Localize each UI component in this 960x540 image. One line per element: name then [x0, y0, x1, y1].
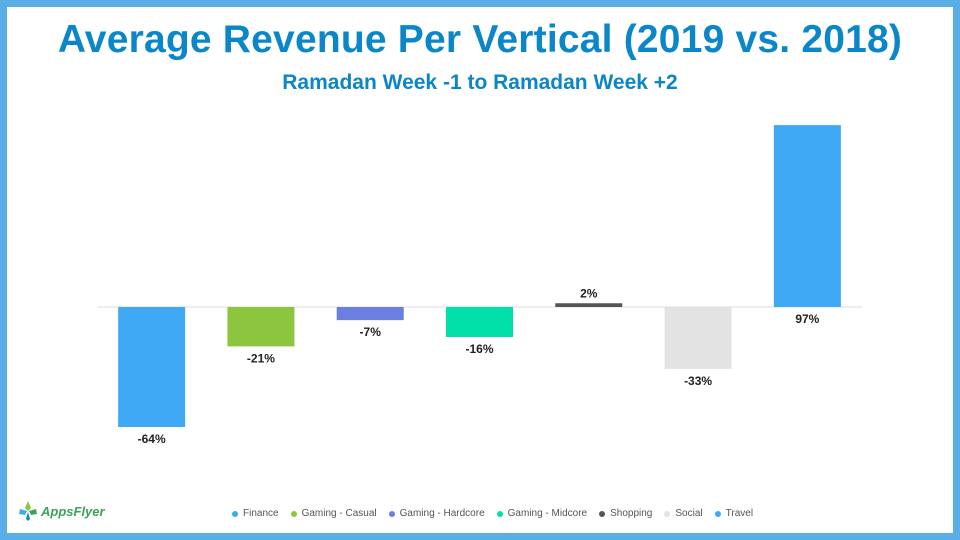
- legend-item: Shopping: [599, 508, 652, 519]
- legend-swatch: [290, 510, 297, 517]
- legend-item: Gaming - Midcore: [496, 508, 588, 519]
- data-label-gaming-hardcore: -7%: [360, 325, 382, 339]
- legend-label: Finance: [243, 508, 279, 519]
- legend-item: Finance: [232, 508, 279, 519]
- legend-swatch: [664, 510, 671, 517]
- bar-shopping: [555, 303, 623, 307]
- chart-title: Average Revenue Per Vertical (2019 vs. 2…: [57, 18, 903, 61]
- bar-finance: [118, 307, 186, 427]
- legend-item: Travel: [714, 508, 754, 519]
- legend-label: Gaming - Midcore: [507, 508, 588, 519]
- chart-legend: Finance Gaming - Casual Gaming - Hardcore G…: [232, 508, 753, 519]
- data-label-finance: -64%: [138, 432, 166, 446]
- bar-travel: [773, 125, 841, 307]
- bar-gaming-casual: [227, 307, 295, 347]
- legend-swatch: [232, 510, 238, 517]
- legend-item: Social: [664, 508, 703, 519]
- appsflyer-logo: AppsFlyer: [18, 500, 105, 522]
- legend-item: Gaming - Casual: [290, 508, 377, 519]
- data-label-travel: 97%: [795, 312, 819, 326]
- legend-swatch: [496, 510, 503, 517]
- data-label-gaming-casual: -21%: [247, 351, 275, 365]
- bar-gaming-midcore: [446, 307, 513, 337]
- chart-subtitle: Ramadan Week -1 to Ramadan Week +2: [282, 71, 678, 94]
- data-label-shopping: 2%: [580, 286, 598, 300]
- data-label-gaming-midcore: -16%: [465, 342, 493, 356]
- legend-swatch: [714, 510, 721, 517]
- bar-social: [664, 307, 732, 369]
- legend-swatch: [599, 510, 606, 517]
- legend-label: Shopping: [610, 508, 653, 519]
- legend-item: Gaming - Hardcore: [388, 508, 485, 519]
- legend-label: Gaming - Casual: [301, 508, 377, 519]
- legend-swatch: [388, 510, 395, 517]
- legend-label: Travel: [725, 508, 754, 519]
- legend-label: Social: [675, 508, 703, 519]
- appsflyer-logo-icon: [19, 501, 37, 521]
- data-label-social: -33%: [684, 374, 712, 388]
- appsflyer-logo-text: AppsFlyer: [41, 503, 105, 519]
- bar-gaming-hardcore: [336, 307, 404, 321]
- legend-label: Gaming - Hardcore: [399, 508, 485, 519]
